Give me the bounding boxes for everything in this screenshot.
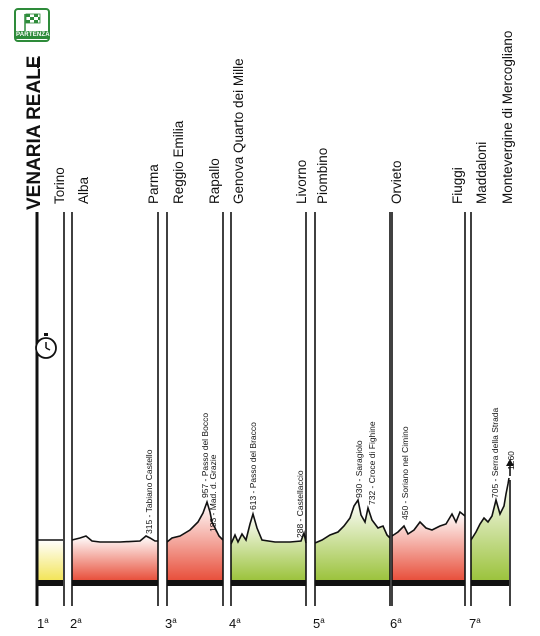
town-label: Parma bbox=[146, 164, 161, 204]
checkered-flag-icon bbox=[24, 13, 41, 31]
town-label: Reggio Emilia bbox=[171, 120, 186, 204]
elevation-profile-fill bbox=[167, 502, 223, 580]
town-label: Fiuggi bbox=[450, 167, 465, 204]
peak-label: 613 - Passo del Bracco bbox=[248, 422, 258, 510]
town-label: Alba bbox=[76, 176, 91, 204]
stage-number: 3a bbox=[165, 616, 177, 631]
town-label: Torino bbox=[52, 167, 67, 204]
stage-base-bar bbox=[37, 580, 63, 586]
stage-base-bar bbox=[471, 580, 509, 586]
stage-number: 5a bbox=[313, 616, 325, 631]
partenza-label: PARTENZA bbox=[16, 31, 50, 39]
elevation-profile-line bbox=[166, 499, 224, 543]
stage-base-bar bbox=[392, 580, 465, 586]
stage-numbers: 1a 2a 3a 4a 5a 6a 7a bbox=[37, 616, 481, 631]
elevation-profiles bbox=[37, 477, 510, 580]
stage-base-bar bbox=[167, 580, 223, 586]
town-label: Genova Quarto dei Mille bbox=[231, 58, 246, 204]
elevation-profile-line bbox=[71, 535, 158, 543]
stage-number: 6a bbox=[390, 616, 402, 631]
peak-label: 450 - Soriano nel Cimino bbox=[400, 426, 410, 520]
elevation-profile-fill bbox=[471, 478, 509, 580]
elevation-profile-line bbox=[230, 511, 307, 545]
town-label: Rapallo bbox=[207, 158, 222, 204]
town-labels: Torino Alba Parma Reggio Emilia Rapallo Genov… bbox=[52, 31, 515, 204]
peak-label: 1260 bbox=[506, 451, 516, 470]
peak-label: 315 - Tabiano Castello bbox=[144, 449, 154, 534]
stage-panels bbox=[37, 580, 509, 586]
elevation-profile-fill bbox=[231, 514, 306, 580]
peak-label: 183 - Mad. d. Grazie bbox=[208, 454, 218, 532]
stage-number: 7a bbox=[469, 616, 481, 631]
town-label: Livorno bbox=[294, 160, 309, 204]
town-label: Montevergine di Mercogliano bbox=[500, 31, 515, 204]
stage-number: 1a bbox=[37, 616, 49, 631]
elevation-profile-fill bbox=[72, 536, 158, 580]
elevation-profile-line bbox=[470, 477, 510, 541]
stage-number: 2a bbox=[70, 616, 82, 631]
town-label: Piombino bbox=[315, 148, 330, 204]
elevation-profile-line bbox=[314, 497, 391, 544]
stopwatch-icon bbox=[35, 333, 57, 359]
stage-number: 4a bbox=[229, 616, 241, 631]
stage-divider-lines bbox=[35, 212, 511, 606]
peak-labels: 315 - Tabiano Castello 957 - Passo del Bo… bbox=[144, 407, 516, 538]
town-label: Maddaloni bbox=[474, 142, 489, 204]
elevation-profile-line bbox=[391, 510, 466, 537]
town-label: Orvieto bbox=[389, 160, 404, 204]
peak-label: 957 - Passo del Bocco bbox=[200, 413, 210, 498]
peak-label: 732 - Croce di Fighine bbox=[367, 421, 377, 505]
elevation-profile-fill bbox=[37, 540, 63, 580]
elevation-profile-fill bbox=[392, 512, 465, 580]
partenza-badge: PARTENZA bbox=[14, 8, 50, 42]
stage-base-bar bbox=[315, 580, 390, 586]
arrow-up-icon bbox=[506, 459, 514, 476]
peak-label: 930 - Saragiolo bbox=[354, 440, 364, 498]
stage-base-bar bbox=[72, 580, 158, 586]
stage-base-bar bbox=[231, 580, 306, 586]
peak-label: 288 - Castellaccio bbox=[295, 470, 305, 538]
start-title: VENARIA REALE bbox=[24, 56, 45, 210]
peak-label: 705 - Serra della Strada bbox=[490, 407, 500, 498]
